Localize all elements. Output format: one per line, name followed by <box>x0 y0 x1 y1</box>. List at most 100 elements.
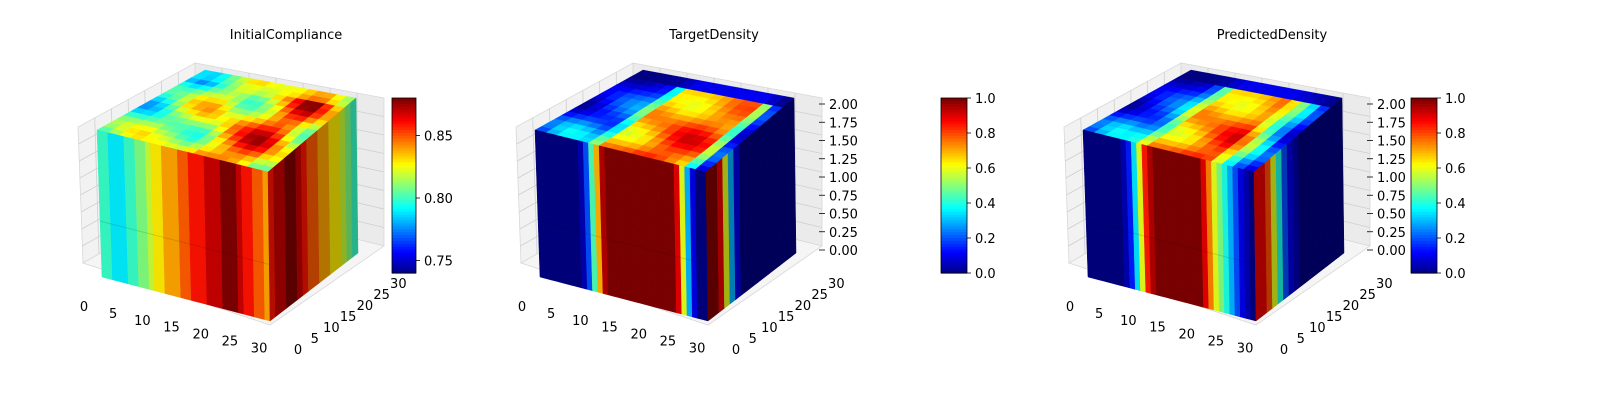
colorbar-segment <box>1411 135 1437 140</box>
colorbar-segment <box>392 205 416 210</box>
colorbar-segment <box>941 182 967 187</box>
colorbar-segment <box>392 270 416 274</box>
y-tick-label: 15 <box>340 310 357 325</box>
y-tick-label: 5 <box>1297 332 1305 347</box>
colorbar-segment <box>1411 255 1437 260</box>
x-tick-label: 5 <box>109 307 117 322</box>
colorbar-segment <box>1411 147 1437 152</box>
colorbar-segment <box>941 200 967 204</box>
y-tick-label: 20 <box>1343 299 1360 314</box>
layer-seam <box>537 220 708 265</box>
colorbar-segment <box>1411 133 1437 137</box>
colorbar-segment <box>1411 203 1437 207</box>
colorbar-segment <box>1411 173 1437 178</box>
colorbar-segment <box>392 118 416 122</box>
colorbar-segment <box>392 138 416 143</box>
colorbar-segment <box>941 267 967 271</box>
colorbar-segment <box>941 100 967 105</box>
colorbar-segment <box>941 217 967 222</box>
colorbar-segment <box>1411 162 1437 166</box>
colorbar-segment <box>941 229 967 233</box>
colorbar-segment <box>392 176 416 181</box>
colorbar-segment <box>392 214 416 219</box>
colorbar-tick-label: 1.0 <box>975 92 996 107</box>
colorbar-segment <box>1411 156 1437 160</box>
colorbar-segment <box>1411 118 1437 122</box>
voxel-side <box>350 97 359 258</box>
colorbar-segment <box>1411 214 1437 219</box>
colorbar-segment <box>1411 115 1437 120</box>
x-tick-label: 10 <box>572 314 589 329</box>
colorbar-segment <box>392 127 416 131</box>
x-tick-label: 20 <box>192 328 209 343</box>
colorbar-segment <box>392 208 416 213</box>
colorbar-segment <box>941 127 967 131</box>
colorbar-segment <box>392 153 416 157</box>
colorbar-segment <box>392 217 416 222</box>
colorbar-segment <box>392 229 416 233</box>
y-tick-label: 0 <box>294 343 302 358</box>
colorbar-segment <box>941 109 967 114</box>
panel-title: PredictedDensity <box>1217 28 1328 43</box>
x-tick-label: 20 <box>1178 328 1195 343</box>
colorbar: 0.0 0.2 0.4 0.6 0.8 1.0 <box>1410 92 1466 282</box>
colorbar-segment <box>392 261 416 265</box>
x-tick-label: 0 <box>518 300 526 315</box>
colorbar-segment <box>392 182 416 187</box>
y-tick-label: 30 <box>1376 277 1393 292</box>
cube-front-face <box>96 129 271 322</box>
colorbar-segment <box>392 211 416 216</box>
colorbar-segment <box>392 264 416 268</box>
colorbar-segment <box>1411 150 1437 155</box>
colorbar-segment <box>1411 112 1437 117</box>
panel-title: TargetDensity <box>668 28 759 43</box>
colorbar-segment <box>941 147 967 152</box>
y-tick-label: 5 <box>749 332 757 347</box>
grid-line <box>1080 117 1086 254</box>
colorbar-segment <box>392 238 416 242</box>
x-tick-label: 15 <box>163 321 180 336</box>
colorbar-segment <box>392 255 416 260</box>
colorbar-segment <box>392 240 416 245</box>
colorbar-segment <box>392 115 416 120</box>
colorbar-segment <box>392 130 416 134</box>
colorbar-segment <box>1411 141 1437 146</box>
colorbar-segment <box>1411 127 1437 131</box>
colorbar-segment <box>1411 264 1437 268</box>
colorbar-segment <box>1411 197 1437 201</box>
z-tick-label: 0.25 <box>1377 226 1406 241</box>
colorbar-segment <box>392 194 416 198</box>
z-tick-label: 1.50 <box>829 135 858 150</box>
colorbar-segment <box>941 246 967 251</box>
colorbar-segment <box>392 106 416 111</box>
colorbar-segment <box>392 162 416 166</box>
y-tick-label: 0 <box>732 343 740 358</box>
colorbar-tick-label: 0.0 <box>1445 267 1466 282</box>
x-tick-label: 5 <box>547 307 555 322</box>
x-tick-label: 10 <box>1120 314 1137 329</box>
colorbar-segment <box>941 197 967 201</box>
colorbar-segment <box>941 170 967 175</box>
y-tick-label: 10 <box>323 321 340 336</box>
colorbar-segment <box>392 144 416 149</box>
colorbar-segment <box>392 226 416 230</box>
y-tick-label: 20 <box>357 299 374 314</box>
colorbar-segment <box>1411 261 1437 265</box>
colorbar-segment <box>941 235 967 239</box>
cube-side-face <box>705 97 797 322</box>
colorbar-segment <box>1411 106 1437 111</box>
colorbar-tick-label: 0.85 <box>424 130 453 145</box>
colorbar-segment <box>1411 249 1437 254</box>
colorbar-segment <box>941 173 967 178</box>
colorbar-segment <box>1411 103 1437 108</box>
z-tick-label: 0.25 <box>829 226 858 241</box>
x-tick-label: 5 <box>1095 307 1103 322</box>
colorbar-segment <box>941 176 967 181</box>
y-tick-label: 15 <box>1326 310 1343 325</box>
colorbar-segment <box>941 203 967 207</box>
colorbar-segment <box>941 270 967 274</box>
colorbar-segment <box>392 98 416 102</box>
colorbar-segment <box>941 240 967 245</box>
colorbar-tick-label: 0.6 <box>1445 162 1466 177</box>
